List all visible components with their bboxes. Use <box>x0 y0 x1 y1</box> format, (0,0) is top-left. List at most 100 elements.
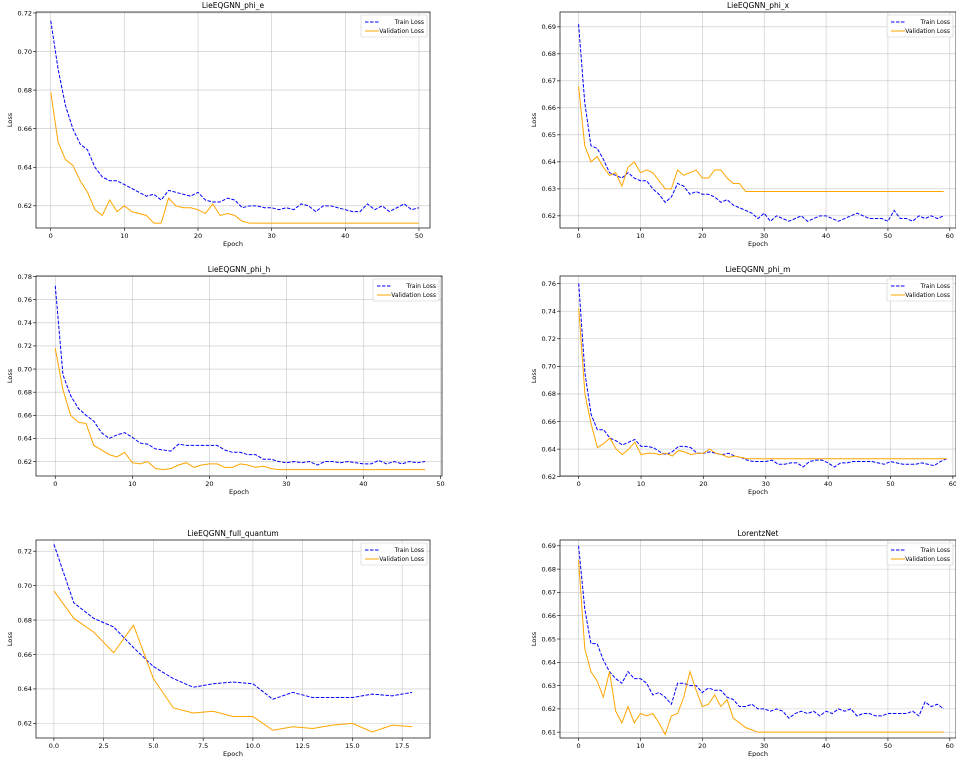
y-tick-label: 0.66 <box>18 125 32 133</box>
y-tick-label: 0.67 <box>542 589 556 597</box>
chart-title: LieEQGNN_phi_e <box>202 1 265 10</box>
x-axis-label: Epoch <box>748 240 768 248</box>
y-axis-label: Loss <box>6 631 14 646</box>
x-tick-label: 60 <box>946 742 954 750</box>
train-loss-line <box>54 285 426 466</box>
legend-label: Validation Loss <box>379 28 424 35</box>
y-tick-label: 0.74 <box>18 319 32 327</box>
chart-panel: 0 10 20 30 40 50 60 0.62 0.64 0.66 0.68 0.70 0.72 0.7… <box>530 265 956 496</box>
axes-frame <box>35 11 431 229</box>
legend-label: Train Loss <box>920 283 950 290</box>
y-tick-label: 0.70 <box>18 582 32 590</box>
x-axis-label: Epoch <box>748 488 768 496</box>
validation-loss-line <box>578 308 947 460</box>
x-tick-label: 60 <box>946 232 954 240</box>
x-tick-label: 10 <box>636 742 644 750</box>
y-tick-label: 0.68 <box>18 616 32 624</box>
x-tick-label: 50 <box>436 480 444 488</box>
y-tick-label: 0.72 <box>18 342 32 350</box>
chart-panel: 0 10 20 30 40 50 60 0.62 0.63 0.64 0.65 0.66 0.67 0.6… <box>530 1 956 248</box>
x-tick-label: 50 <box>886 480 894 488</box>
chart-panel: 0.0 2.5 5.0 7.5 10.0 12.5 15.0 17.5 0.62 0.64 0.66… <box>6 529 431 757</box>
x-tick-label: 10 <box>120 232 128 240</box>
legend-label: Validation Loss <box>905 292 950 299</box>
validation-loss-line <box>578 559 944 736</box>
y-tick-label: 0.65 <box>542 131 556 139</box>
x-tick-label: 0 <box>49 232 53 240</box>
x-axis-label: Epoch <box>223 750 243 757</box>
train-loss-line <box>578 283 947 468</box>
chart-title: LorentzNet <box>738 529 779 538</box>
y-tick-label: 0.78 <box>18 273 32 281</box>
legend-label: Validation Loss <box>905 28 950 35</box>
y-tick-label: 0.68 <box>18 388 32 396</box>
x-tick-label: 60 <box>949 480 956 488</box>
x-axis-label: Epoch <box>223 240 243 248</box>
y-tick-label: 0.64 <box>18 164 32 172</box>
x-tick-label: 50 <box>415 232 423 240</box>
x-tick-label: 7.5 <box>198 742 208 750</box>
y-tick-label: 0.64 <box>542 445 556 453</box>
y-tick-label: 0.67 <box>542 77 556 85</box>
train-loss-line <box>53 544 413 700</box>
x-tick-label: 20 <box>205 480 213 488</box>
y-tick-label: 0.62 <box>542 212 556 220</box>
train-loss-line <box>578 24 944 222</box>
y-tick-label: 0.66 <box>18 651 32 659</box>
legend-label: Validation Loss <box>905 556 950 563</box>
y-axis-label: Loss <box>6 368 14 383</box>
validation-loss-line <box>53 590 413 733</box>
train-loss-line <box>50 20 420 213</box>
x-tick-label: 50 <box>884 742 892 750</box>
y-tick-label: 0.66 <box>542 418 556 426</box>
chart-panel: 0 10 20 30 40 50 60 0.61 0.62 0.63 0.64 0.65 0.66 0.6… <box>530 529 956 757</box>
x-tick-label: 0 <box>53 480 57 488</box>
y-tick-label: 0.64 <box>18 435 32 443</box>
y-tick-label: 0.76 <box>542 280 556 288</box>
y-tick-label: 0.68 <box>542 565 556 573</box>
legend-label: Train Loss <box>920 547 950 554</box>
y-tick-label: 0.69 <box>542 542 556 550</box>
legend-label: Validation Loss <box>391 292 436 299</box>
x-axis-label: Epoch <box>229 488 249 496</box>
x-tick-label: 0 <box>576 742 580 750</box>
x-tick-label: 40 <box>341 232 349 240</box>
y-tick-label: 0.72 <box>18 9 32 17</box>
y-tick-label: 0.64 <box>18 685 32 693</box>
y-tick-label: 0.70 <box>542 363 556 371</box>
validation-loss-line <box>50 91 419 224</box>
y-tick-label: 0.62 <box>18 720 32 728</box>
validation-loss-line <box>54 348 426 471</box>
y-tick-label: 0.65 <box>542 635 556 643</box>
x-tick-label: 40 <box>822 742 830 750</box>
y-axis-label: Loss <box>530 112 538 127</box>
x-tick-label: 0.0 <box>49 742 59 750</box>
legend-label: Train Loss <box>920 19 950 26</box>
y-axis-label: Loss <box>530 368 538 383</box>
legend-label: Train Loss <box>394 19 424 26</box>
x-tick-label: 5.0 <box>148 742 158 750</box>
train-loss-line <box>578 545 944 719</box>
y-tick-label: 0.62 <box>18 458 32 466</box>
x-tick-label: 30 <box>760 232 768 240</box>
y-tick-label: 0.66 <box>542 612 556 620</box>
x-tick-label: 40 <box>359 480 367 488</box>
x-tick-label: 10 <box>636 232 644 240</box>
axes-frame <box>35 275 443 477</box>
y-tick-label: 0.72 <box>18 547 32 555</box>
x-tick-label: 10.0 <box>246 742 260 750</box>
legend-label: Train Loss <box>406 283 436 290</box>
chart-panel: 0 10 20 30 40 50 0.62 0.64 0.66 0.68 0.70 0.72 LieEQ… <box>6 1 431 248</box>
chart-panel: 0 10 20 30 40 50 0.62 0.64 0.66 0.68 0.70 0.72 0.74 0… <box>6 265 445 496</box>
x-tick-label: 30 <box>760 742 768 750</box>
y-tick-label: 0.63 <box>542 682 556 690</box>
y-tick-label: 0.68 <box>542 50 556 58</box>
x-tick-label: 40 <box>822 232 830 240</box>
x-tick-label: 17.5 <box>395 742 409 750</box>
y-tick-label: 0.70 <box>18 365 32 373</box>
axes-frame <box>559 275 956 477</box>
legend-label: Train Loss <box>394 547 424 554</box>
x-tick-label: 0 <box>577 480 581 488</box>
chart-title: LieEQGNN_phi_h <box>208 265 271 274</box>
